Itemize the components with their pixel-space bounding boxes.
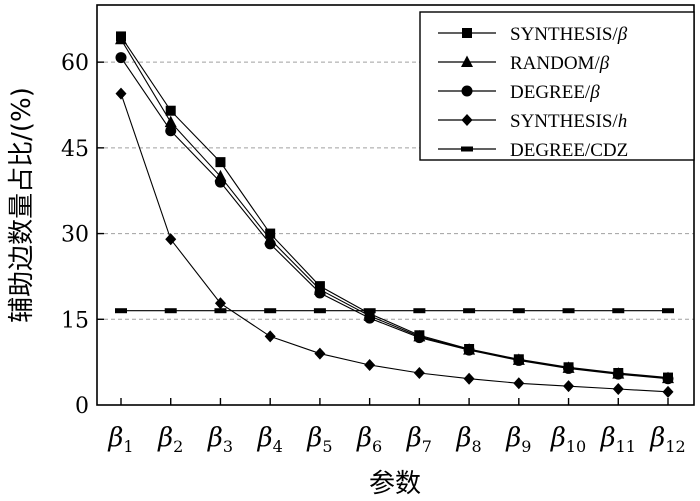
- series-line: [120, 36, 669, 379]
- data-point: [364, 359, 376, 371]
- x-tick-label: β6: [356, 423, 382, 456]
- y-tick-label: 30: [61, 223, 89, 248]
- data-point: [115, 308, 127, 314]
- legend-label: RANDOM/β: [510, 53, 610, 74]
- data-point: [264, 238, 276, 250]
- legend-label: DEGREE/CDZ: [510, 140, 628, 161]
- data-point: [264, 330, 276, 343]
- legend-entry: SYNTHESIS/h: [438, 111, 627, 132]
- data-point: [463, 308, 476, 314]
- x-tick-label: β1: [107, 423, 133, 456]
- data-point: [363, 308, 376, 314]
- data-point: [164, 115, 177, 128]
- data-point: [165, 105, 176, 116]
- data-point: [214, 297, 226, 310]
- x-axis-title: 参数: [369, 469, 421, 499]
- x-tick-label: β10: [550, 423, 586, 456]
- data-point: [513, 354, 525, 366]
- data-point: [215, 157, 226, 168]
- x-tick-label: β12: [649, 423, 685, 456]
- data-point: [662, 385, 674, 398]
- y-tick-label: 0: [75, 394, 89, 419]
- legend-entry: SYNTHESIS/β: [438, 24, 628, 45]
- data-point: [115, 32, 127, 45]
- series-line: [120, 57, 669, 380]
- data-point: [314, 347, 326, 360]
- data-point: [612, 368, 624, 380]
- x-tick-label: β5: [306, 423, 332, 456]
- legend-marker: [461, 146, 473, 152]
- y-tick-label: 45: [61, 137, 89, 162]
- data-point: [165, 233, 177, 246]
- x-tick-label: β2: [157, 423, 183, 456]
- data-point: [165, 125, 177, 137]
- data-point: [364, 312, 376, 324]
- series-4: [115, 87, 674, 398]
- x-tick-label: β9: [505, 423, 531, 456]
- data-point: [314, 287, 326, 299]
- data-point: [313, 308, 326, 314]
- legend-entry: RANDOM/β: [438, 53, 610, 74]
- data-point: [612, 383, 624, 395]
- data-point: [463, 344, 475, 356]
- data-point: [164, 308, 177, 314]
- series-line: [120, 39, 669, 379]
- data-point: [413, 367, 425, 379]
- data-point: [512, 308, 525, 314]
- data-point: [214, 176, 226, 188]
- x-tick-label: β8: [455, 423, 481, 456]
- legend-entry: DEGREE/β: [438, 82, 600, 103]
- data-point: [115, 87, 127, 100]
- data-point: [214, 308, 227, 314]
- y-axis-title: 辅助边数量占比/(%): [7, 87, 37, 323]
- y-tick-label: 15: [61, 308, 89, 333]
- axis-ticks: 0 15 30 45 60 β1 β2 β3 β4 β5 β6 β7 β8 β9 β10 β11 β12: [61, 51, 686, 456]
- legend-label: DEGREE/β: [510, 82, 600, 103]
- legend-marker: [461, 114, 473, 126]
- data-point: [413, 308, 426, 314]
- legend-label: SYNTHESIS/β: [510, 24, 628, 45]
- legend-label: SYNTHESIS/h: [510, 111, 627, 132]
- plot-frame: [96, 4, 695, 406]
- legend-entry: DEGREE/CDZ: [438, 140, 628, 161]
- series-5: [115, 308, 674, 314]
- data-point: [463, 372, 475, 385]
- series-layer: [115, 31, 674, 398]
- x-tick-label: β11: [600, 423, 636, 456]
- data-point: [115, 52, 127, 64]
- x-tick-label: β4: [257, 423, 283, 456]
- data-point: [413, 332, 425, 344]
- data-point: [513, 377, 525, 390]
- data-point: [562, 308, 575, 314]
- legend-marker: [462, 28, 472, 38]
- legend: SYNTHESIS/β RANDOM/β DEGREE/β SYNTHESIS/h DE…: [419, 11, 695, 161]
- data-point: [662, 308, 674, 314]
- data-point: [264, 308, 277, 314]
- legend-marker: [461, 85, 473, 97]
- data-point: [612, 308, 625, 314]
- x-tick-label: β3: [207, 423, 233, 456]
- legend-marker: [461, 55, 473, 67]
- y-tick-label: 60: [61, 51, 89, 76]
- series-3: [115, 52, 674, 385]
- x-tick-label: β7: [406, 423, 432, 456]
- data-point: [563, 380, 575, 393]
- data-point: [563, 362, 575, 374]
- series-line: [120, 93, 669, 393]
- data-point: [662, 373, 674, 385]
